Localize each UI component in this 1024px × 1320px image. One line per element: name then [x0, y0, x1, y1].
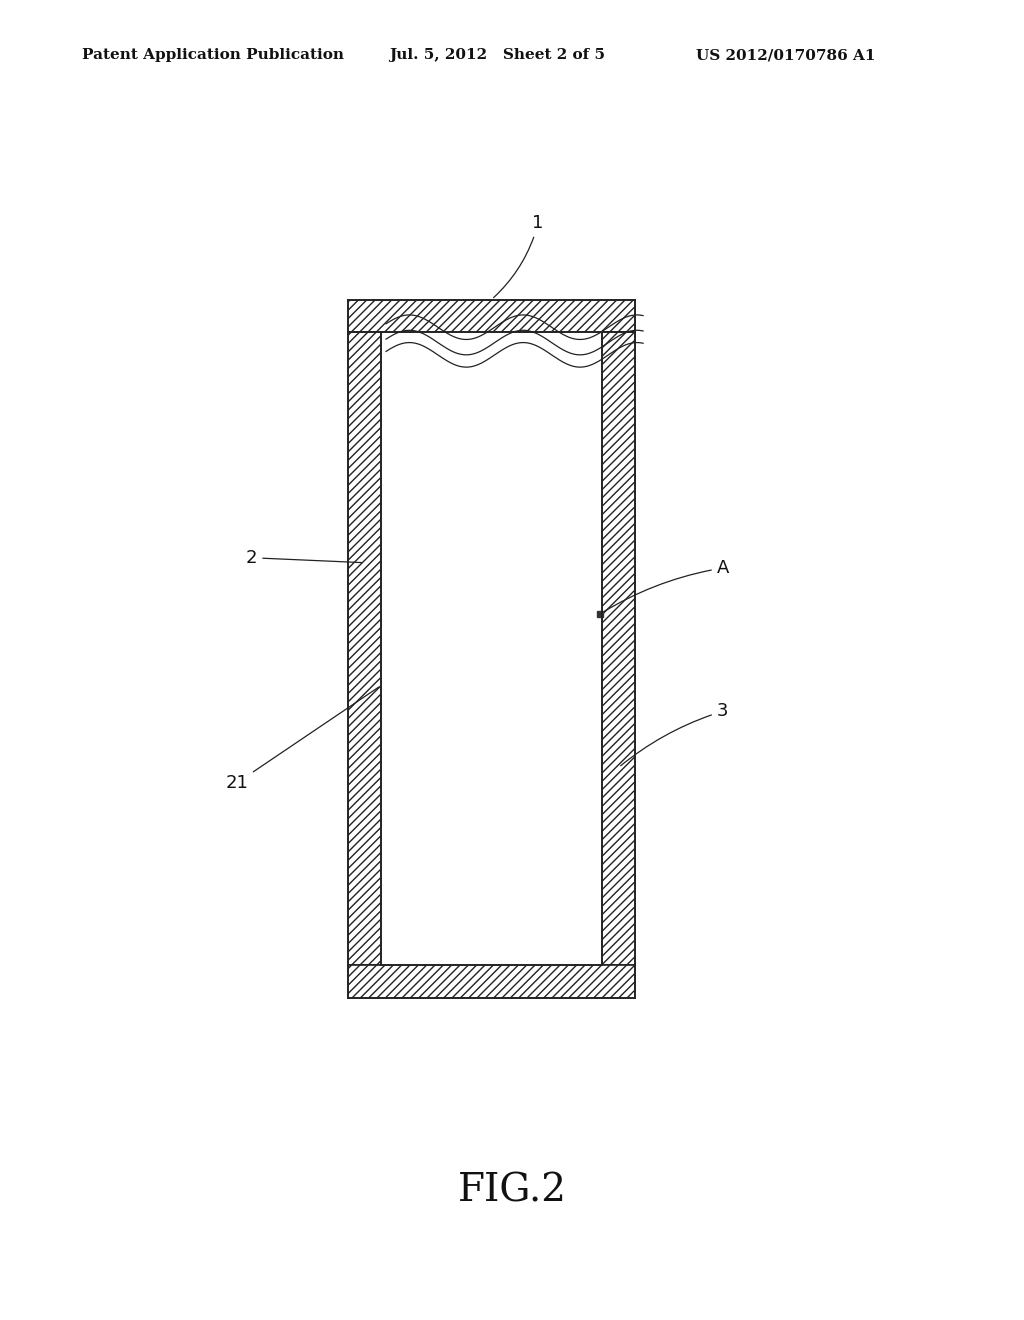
Bar — [602, 333, 635, 965]
Text: Jul. 5, 2012   Sheet 2 of 5: Jul. 5, 2012 Sheet 2 of 5 — [389, 49, 605, 62]
Bar — [348, 965, 635, 998]
Text: 1: 1 — [494, 214, 544, 298]
Text: 2: 2 — [246, 549, 361, 566]
Text: Patent Application Publication: Patent Application Publication — [82, 49, 344, 62]
Bar — [381, 333, 602, 965]
Bar — [348, 333, 381, 965]
Text: 21: 21 — [225, 688, 379, 792]
Text: A: A — [602, 558, 729, 612]
Bar — [348, 300, 635, 333]
Text: FIG.2: FIG.2 — [458, 1172, 566, 1209]
Text: US 2012/0170786 A1: US 2012/0170786 A1 — [696, 49, 876, 62]
Text: 3: 3 — [621, 702, 728, 766]
